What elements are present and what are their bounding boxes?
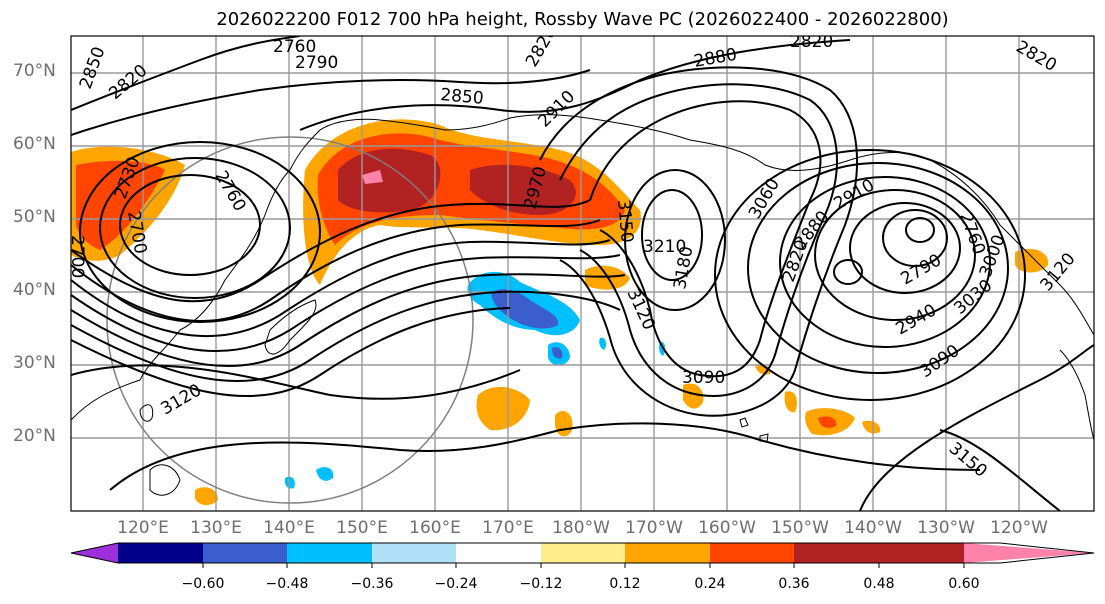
map-area: 2760 2790 2820 2850 2820 2850 2880 2820 …: [67, 32, 1094, 511]
colorbar-segment: [625, 543, 710, 563]
longitude-label: 130°E: [190, 518, 242, 538]
height-contours: [71, 36, 1094, 511]
longitude-label: 170°W: [625, 518, 683, 538]
contour-low-east-5: [779, 176, 991, 348]
colorbar-tick-label: −0.60: [181, 576, 225, 592]
contour-low-east-3: [849, 202, 961, 294]
map-frame: [70, 35, 1095, 512]
latitude-label: 20°N: [13, 426, 56, 446]
contour-label: 2700: [67, 235, 87, 278]
contour-low-east-7: [714, 149, 1026, 401]
region-circle: [106, 136, 474, 504]
contour-north-3: [299, 39, 851, 131]
colorbar-tick-label: 0.36: [778, 576, 810, 592]
contour-north-1: [71, 36, 301, 111]
latitude-label: 70°N: [13, 61, 56, 81]
longitude-label: 180°W: [552, 518, 610, 538]
contour-label: 3210: [643, 237, 686, 257]
contour-south-2: [109, 422, 981, 491]
colorbar-tick-label: −0.36: [350, 576, 394, 592]
contour-label: 3150: [613, 199, 637, 244]
longitude-label: 150°W: [771, 518, 829, 538]
colorbar-extend-high: [964, 543, 1094, 563]
colorbar-segment: [541, 543, 625, 563]
contour-low-west-2: [99, 157, 291, 299]
contour-high-1: [641, 189, 703, 281]
colorbar-tick-label: −0.24: [434, 576, 478, 592]
contour-low-east-6: [747, 162, 1009, 374]
longitude-label: 140°W: [844, 518, 902, 538]
colorbar-segment: [794, 543, 879, 563]
contour-label: 2760: [273, 37, 316, 57]
longitude-label: 120°W: [990, 518, 1048, 538]
contour-label: 3090: [682, 368, 725, 388]
contour-low-east-1: [905, 217, 935, 243]
longitude-label: 160°E: [409, 518, 461, 538]
colorbar-outline: [70, 542, 1095, 564]
contour-south-1: [71, 364, 521, 400]
contour-jet-3: [71, 239, 611, 338]
contour-south-3: [859, 344, 1094, 511]
colorbar-segment: [456, 543, 541, 563]
colorbar-tick-label: −0.12: [519, 576, 563, 592]
longitude-label: 140°E: [263, 518, 315, 538]
colorbar-tick-label: 0.12: [609, 576, 641, 592]
longitude-label: 120°E: [117, 518, 169, 538]
positive-anomaly-shading: [71, 119, 1049, 506]
colorbar: [70, 542, 1095, 568]
contour-jet-2: [71, 219, 601, 323]
coastlines: [71, 114, 1094, 496]
colorbar-tick-label: 0.24: [694, 576, 726, 592]
colorbar-segment: [203, 543, 287, 563]
colorbar-tick-label: −0.48: [265, 576, 309, 592]
colorbar-segment: [118, 543, 203, 563]
colorbar-ticks: [202, 563, 965, 568]
contour-label: 2820: [790, 32, 833, 52]
latitude-label: 30°N: [13, 353, 56, 373]
latitude-label: 50°N: [13, 207, 56, 227]
colorbar-segment: [287, 543, 372, 563]
contour-ridge-3: [539, 66, 858, 417]
map-title: 2026022200 F012 700 hPa height, Rossby W…: [216, 9, 949, 30]
colorbar-segment: [710, 543, 794, 563]
contour-low-east-inner: [833, 259, 863, 285]
contour-low-east-4: [814, 189, 976, 321]
contour-jet-4: [71, 254, 621, 353]
contour-label: 2790: [295, 53, 338, 73]
contour-south-4: [939, 429, 1061, 511]
contour-jet-7: [71, 307, 511, 398]
longitude-label: 130°W: [917, 518, 975, 538]
colorbar-segment: [879, 543, 964, 563]
colorbar-tick-label: 0.60: [948, 576, 980, 592]
colorbar-segment: [372, 543, 456, 563]
longitude-label: 150°E: [336, 518, 388, 538]
contour-jet-5: [71, 273, 626, 368]
contour-ridge-1: [589, 100, 822, 378]
colorbar-extend-low: [71, 543, 118, 563]
colorbar-tick-label: 0.48: [863, 576, 895, 592]
contour-label: 2850: [440, 85, 485, 109]
contour-north-2: [71, 69, 591, 136]
contour-low-east-2: [882, 209, 948, 267]
latitude-label: 60°N: [13, 134, 56, 154]
contour-jet-1: [71, 199, 591, 303]
contour-high-2: [624, 169, 726, 311]
latitude-label: 40°N: [13, 280, 56, 300]
longitude-label: 160°W: [698, 518, 756, 538]
longitude-label: 170°E: [482, 518, 534, 538]
contour-jet-6: [71, 290, 621, 383]
contour-low-west-1: [119, 174, 261, 276]
contour-ridge-2: [559, 83, 838, 397]
